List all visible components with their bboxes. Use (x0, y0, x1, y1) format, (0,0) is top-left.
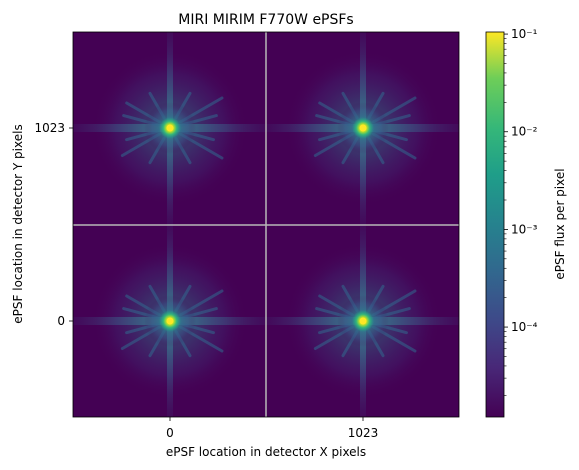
plot-frame (72, 31, 460, 418)
epsf-peak (166, 124, 174, 132)
plot-area (72, 31, 460, 418)
y-axis: 1023 0 ePSF location in detector Y pixel… (11, 121, 73, 328)
colorbar-tick-label: 10⁻³ (511, 222, 538, 236)
epsf-peak (359, 317, 367, 325)
chart-title: MIRI MIRIM F770W ePSFs (178, 12, 353, 28)
x-axis: 0 1023 ePSF location in detector X pixel… (166, 417, 378, 459)
epsf-peak (166, 317, 174, 325)
x-tick-label: 1023 (348, 426, 379, 440)
y-tick-label: 0 (57, 314, 65, 328)
colorbar-label: ePSF flux per pixel (553, 168, 567, 279)
colorbar: 10⁻⁴ 10⁻³ 10⁻² 10⁻¹ ePSF flux per pixel (485, 27, 567, 418)
colorbar-frame (485, 31, 505, 418)
x-axis-label: ePSF location in detector X pixels (166, 445, 366, 459)
colorbar-tick-label: 10⁻¹ (511, 27, 538, 41)
colorbar-gradient (486, 32, 504, 417)
epsf-star (266, 32, 459, 225)
colorbar-tick-label: 10⁻² (511, 125, 538, 139)
epsf-star (266, 224, 459, 417)
y-tick-label: 1023 (34, 121, 65, 135)
epsf-star (73, 32, 267, 225)
epsf-peak (359, 124, 367, 132)
colorbar-tick-label: 10⁻⁴ (511, 320, 538, 334)
colorbar-ticks: 10⁻⁴ 10⁻³ 10⁻² 10⁻¹ (504, 27, 538, 396)
epsf-star (73, 224, 267, 417)
x-tick-label: 0 (166, 426, 174, 440)
y-axis-label: ePSF location in detector Y pixels (11, 124, 25, 323)
